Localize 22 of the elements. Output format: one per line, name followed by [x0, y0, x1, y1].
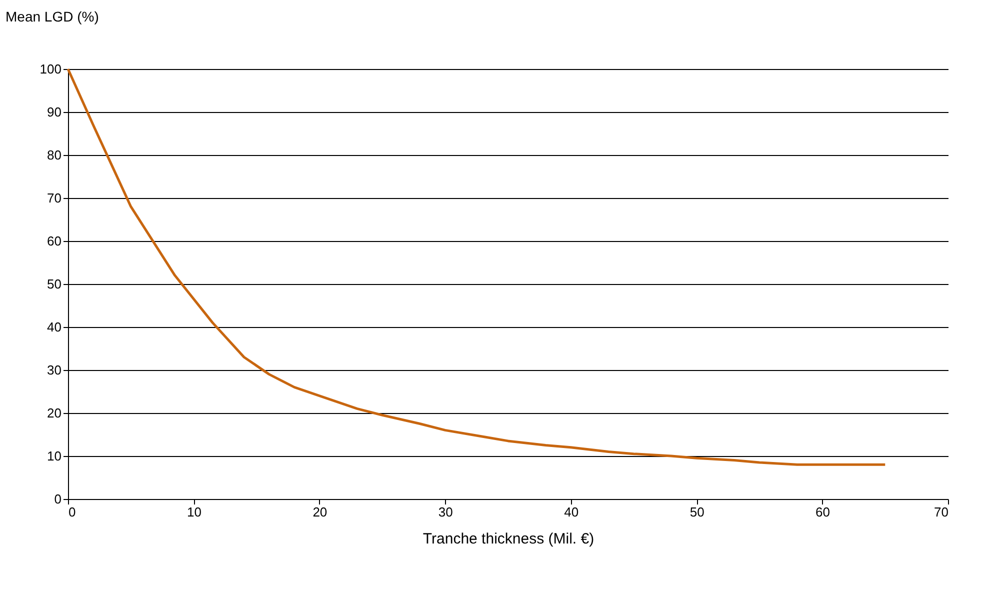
x-tick-label: 70: [934, 504, 948, 520]
y-tick-label: 70: [47, 190, 62, 206]
x-tick-label: 0: [68, 504, 76, 520]
x-tick-label: 10: [186, 504, 202, 520]
y-tick-label: 30: [47, 362, 62, 378]
line-series: [66, 68, 886, 466]
y-tick-label: 20: [47, 406, 62, 420]
y-tick-label: 100: [40, 62, 62, 76]
x-tick-label: 30: [438, 504, 453, 520]
y-tick-label: 50: [47, 276, 62, 292]
y-tick-label: 0: [54, 492, 62, 506]
y-tick-label: 40: [47, 320, 62, 334]
y-tick-label: 60: [47, 234, 62, 248]
y-tick-label: 10: [47, 448, 62, 464]
x-tick-label: 60: [816, 504, 830, 520]
x-tick-label: 20: [312, 504, 328, 520]
x-tick-label: 50: [690, 504, 704, 520]
y-axis-title: Mean LGD (%): [6, 8, 99, 24]
x-tick-label: 40: [564, 504, 579, 520]
y-tick-label: 80: [47, 148, 62, 162]
x-axis-title: Tranche thickness (Mil. €): [422, 530, 594, 548]
y-tick-label: 90: [47, 104, 62, 120]
